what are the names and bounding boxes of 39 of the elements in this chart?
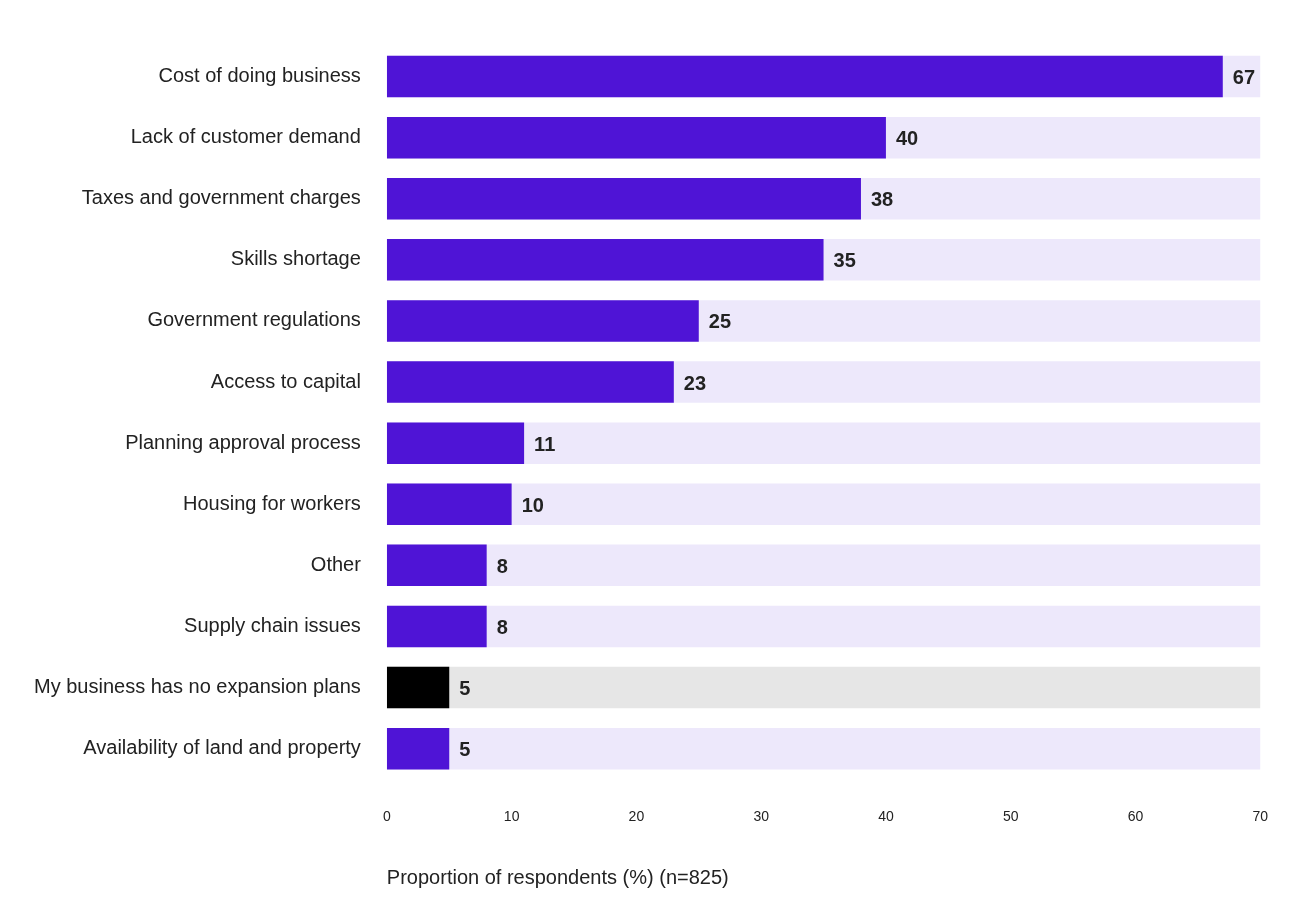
y-tick-label: Lack of customer demand	[130, 125, 361, 148]
data-label: 38	[870, 188, 894, 211]
x-tick-label: 0	[382, 808, 391, 825]
y-tick-label: My business has no expansion plans	[33, 675, 361, 698]
bar	[386, 544, 487, 587]
data-label: 35	[833, 249, 856, 272]
x-tick-label: 40	[878, 808, 894, 825]
y-tick-label: Taxes and government charges	[81, 186, 361, 209]
x-tick-label: 10	[503, 808, 520, 825]
bar	[386, 605, 487, 648]
y-tick-label: Skills shortage	[230, 247, 361, 270]
x-axis-title: Proportion of respondents (%) (n=825)	[386, 865, 729, 888]
y-tick-label: Supply chain issues	[184, 613, 361, 636]
x-tick-label: 60	[1127, 808, 1144, 825]
data-label: 8	[496, 554, 508, 577]
y-tick-label: Availability of land and property	[83, 736, 361, 759]
data-label: 8	[496, 615, 508, 638]
x-tick-label: 70	[1252, 808, 1269, 825]
y-tick-label: Planning approval process	[125, 430, 361, 453]
y-tick-label: Housing for workers	[183, 491, 361, 514]
y-tick-label: Access to capital	[210, 369, 361, 392]
y-tick-label: Government regulations	[147, 308, 361, 331]
data-label: 10	[521, 493, 544, 516]
x-tick-label: 20	[628, 808, 645, 825]
y-tick-label: Cost of doing business	[158, 64, 361, 87]
data-label: 23	[683, 371, 707, 394]
data-label: 5	[459, 738, 471, 761]
y-tick-label: Other	[310, 552, 362, 575]
bar	[386, 727, 450, 770]
x-tick-label: 30	[753, 808, 770, 825]
data-label: 11	[534, 432, 556, 455]
data-label: 5	[459, 677, 471, 700]
data-label: 25	[708, 310, 732, 333]
bar	[386, 483, 512, 526]
data-label: 67	[1232, 66, 1256, 89]
bar	[386, 422, 525, 464]
x-tick-label: 50	[1002, 808, 1019, 825]
data-label: 40	[895, 127, 919, 150]
bar	[386, 666, 450, 709]
